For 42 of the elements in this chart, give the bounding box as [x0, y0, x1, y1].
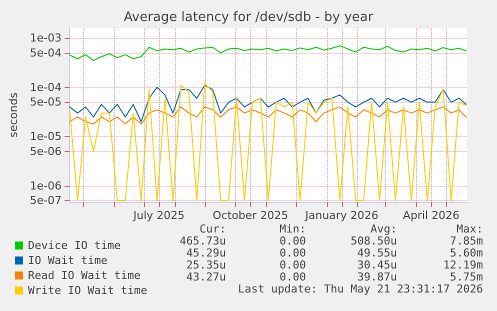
text: Last update: Thu May 21 23:31:17 2026 — [238, 282, 483, 296]
text: 0.00 — [280, 258, 306, 272]
text: 465.73u — [180, 234, 226, 248]
chart-title: Average latency for /dev/sdb - by year — [124, 10, 374, 25]
y-tick-label: 1e-03 — [30, 32, 62, 45]
legend-label: IO Wait time — [28, 254, 108, 267]
text: 0.00 — [280, 270, 306, 284]
x-tick-label: July 2025 — [132, 209, 185, 222]
text: 45.29u — [186, 246, 226, 260]
legend-label: Write IO Wait time — [28, 284, 148, 297]
text: 5.75m — [450, 270, 484, 284]
text: 0.00 — [280, 246, 306, 260]
text: 30.45u — [357, 258, 397, 272]
y-tick-label: 1e-06 — [30, 179, 62, 192]
text: 7.85m — [450, 234, 484, 248]
text: Avg: — [370, 222, 397, 236]
text: 12.19m — [443, 258, 484, 272]
x-tick-label: October 2025 — [212, 209, 288, 222]
line-series — [69, 106, 467, 125]
text: Cur: — [200, 222, 226, 236]
x-tick-label: January 2026 — [304, 209, 378, 222]
text: 508.50u — [350, 234, 397, 248]
text: Min: — [280, 222, 306, 236]
y-tick-label: 1e-04 — [30, 80, 62, 94]
text: 5.60m — [450, 246, 484, 260]
legend-label: Read IO Wait time — [28, 269, 141, 282]
text: 43.27u — [186, 270, 226, 284]
y-tick-label: 5e-06 — [30, 144, 62, 158]
line-series — [69, 45, 467, 62]
text: 0.00 — [280, 234, 306, 248]
text: 39.87u — [357, 270, 397, 284]
text: Max: — [456, 222, 483, 236]
line-series — [69, 84, 467, 122]
y-tick-label: 5e-07 — [30, 194, 62, 208]
y-tick-label: 5e-04 — [30, 46, 62, 60]
x-tick-label: April 2026 — [402, 209, 460, 222]
text: 25.35u — [186, 258, 226, 272]
y-axis-title: seconds — [7, 92, 20, 138]
y-tick-label: 1e-05 — [30, 130, 62, 144]
legend-label: Device IO time — [28, 239, 121, 252]
y-tick-label: 5e-05 — [30, 96, 62, 109]
text: 49.55u — [357, 246, 397, 260]
